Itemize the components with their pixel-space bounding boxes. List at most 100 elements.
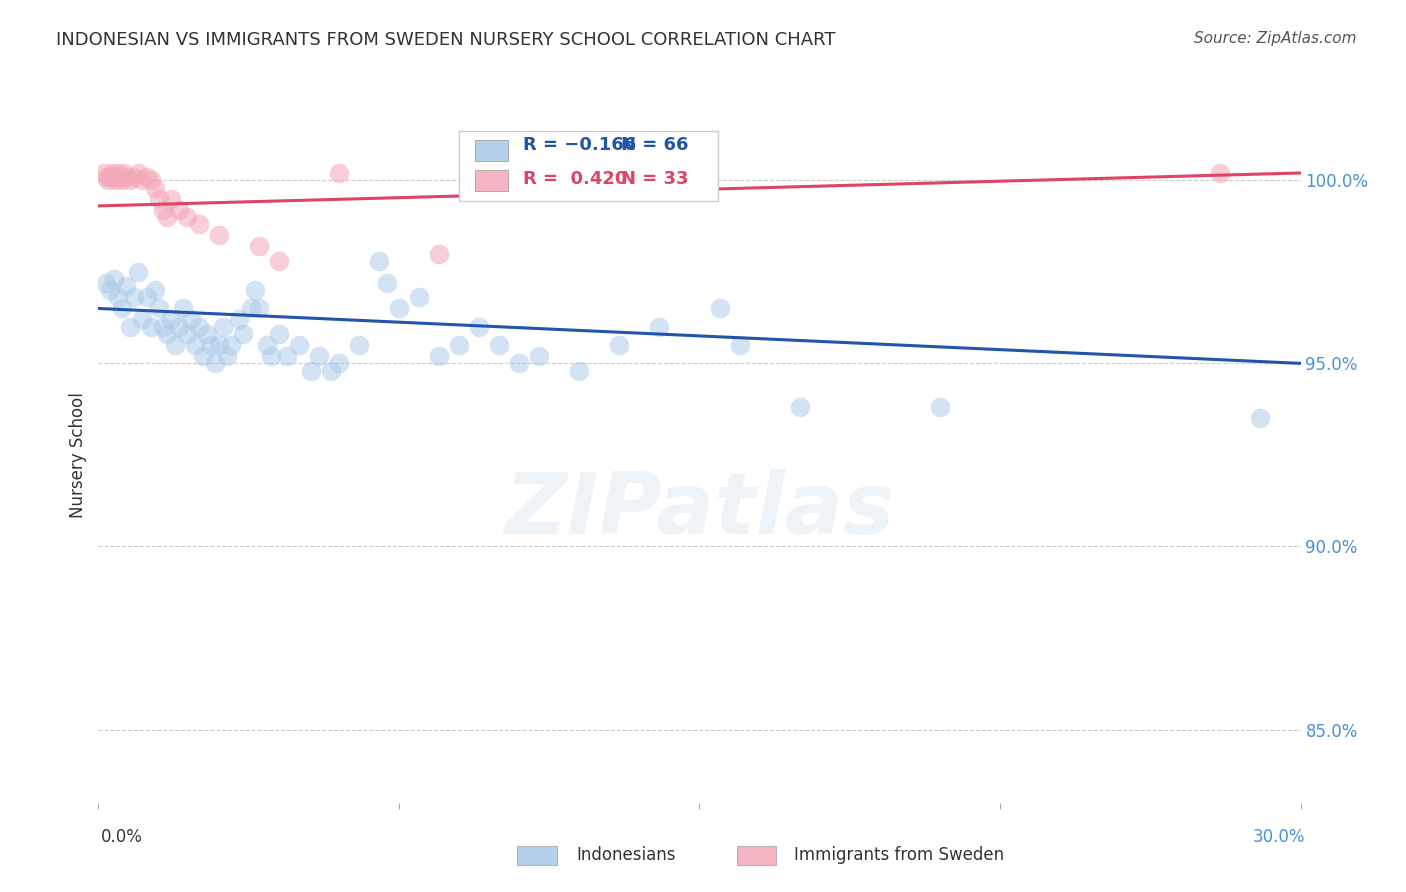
Point (110, 169, 132, 184)
Point (347, 338, 370, 352)
Point (247, 301, 270, 316)
Point (100, 283, 122, 297)
Point (187, 217, 209, 231)
Point (375, 276, 398, 290)
Point (208, 338, 231, 352)
Point (96, 169, 118, 184)
Point (328, 166, 350, 180)
Point (103, 272, 125, 286)
Point (111, 173, 134, 187)
Text: Source: ZipAtlas.com: Source: ZipAtlas.com (1194, 31, 1357, 46)
Point (267, 253, 290, 268)
FancyBboxPatch shape (458, 131, 717, 201)
Point (155, 210, 177, 224)
Point (111, 301, 134, 316)
Point (120, 319, 142, 334)
Point (319, 364, 342, 378)
Point (97, 173, 120, 187)
Point (468, 319, 491, 334)
Text: 30.0%: 30.0% (1253, 828, 1305, 846)
Point (176, 327, 198, 342)
Point (260, 349, 283, 363)
Text: N = 66: N = 66 (621, 136, 689, 153)
Point (408, 290, 430, 304)
Point (488, 338, 510, 352)
Point (648, 319, 671, 334)
Point (256, 338, 278, 352)
Point (124, 169, 146, 184)
Point (135, 169, 157, 184)
Point (114, 166, 136, 180)
Point (167, 319, 190, 334)
Point (159, 312, 181, 326)
Point (128, 166, 150, 180)
Point (93, 166, 115, 180)
Point (211, 319, 233, 334)
Point (159, 192, 181, 206)
Point (148, 192, 170, 206)
Text: INDONESIAN VS IMMIGRANTS FROM SWEDEN NURSERY SCHOOL CORRELATION CHART: INDONESIAN VS IMMIGRANTS FROM SWEDEN NUR… (56, 31, 835, 49)
Point (728, 338, 751, 352)
Point (96, 276, 118, 290)
Point (427, 246, 450, 260)
Point (135, 290, 157, 304)
Point (139, 173, 162, 187)
Point (427, 349, 450, 363)
Text: N = 33: N = 33 (621, 170, 689, 188)
Point (176, 210, 198, 224)
Point (276, 349, 298, 363)
Point (139, 319, 162, 334)
Point (628, 155, 651, 169)
Point (529, 349, 551, 363)
Point (143, 283, 166, 297)
Point (243, 283, 266, 297)
Text: Indonesians: Indonesians (576, 846, 676, 863)
Point (107, 290, 129, 304)
Point (131, 312, 153, 326)
Point (152, 202, 174, 217)
Point (143, 180, 166, 194)
Point (101, 166, 124, 180)
Point (267, 327, 290, 342)
Point (115, 279, 138, 293)
Point (568, 364, 591, 378)
Point (183, 338, 205, 352)
Point (103, 169, 125, 184)
Point (107, 166, 129, 180)
Text: Immigrants from Sweden: Immigrants from Sweden (794, 846, 1004, 863)
Point (115, 169, 138, 184)
Point (247, 239, 270, 253)
Point (208, 228, 231, 243)
Text: R =  0.420: R = 0.420 (523, 170, 627, 188)
FancyBboxPatch shape (475, 169, 509, 191)
Text: ZIPatlas: ZIPatlas (505, 469, 894, 552)
Point (163, 338, 186, 352)
Point (388, 301, 411, 316)
Point (124, 290, 146, 304)
Point (219, 338, 242, 352)
Point (128, 265, 150, 279)
Point (1209, 166, 1232, 180)
Point (148, 301, 170, 316)
FancyBboxPatch shape (475, 140, 509, 161)
Point (152, 319, 174, 334)
Point (299, 364, 322, 378)
Point (228, 312, 250, 326)
Point (172, 301, 194, 316)
Point (609, 338, 631, 352)
Point (187, 319, 209, 334)
Point (167, 202, 190, 217)
Point (368, 253, 391, 268)
Text: R = −0.166: R = −0.166 (523, 136, 636, 153)
Point (508, 356, 530, 370)
Point (120, 173, 142, 187)
Point (789, 401, 811, 415)
Point (131, 173, 153, 187)
Point (200, 338, 222, 352)
Point (308, 349, 330, 363)
Point (180, 312, 202, 326)
Y-axis label: Nursery School: Nursery School (69, 392, 87, 518)
Point (195, 327, 218, 342)
Point (204, 356, 226, 370)
Point (215, 349, 238, 363)
